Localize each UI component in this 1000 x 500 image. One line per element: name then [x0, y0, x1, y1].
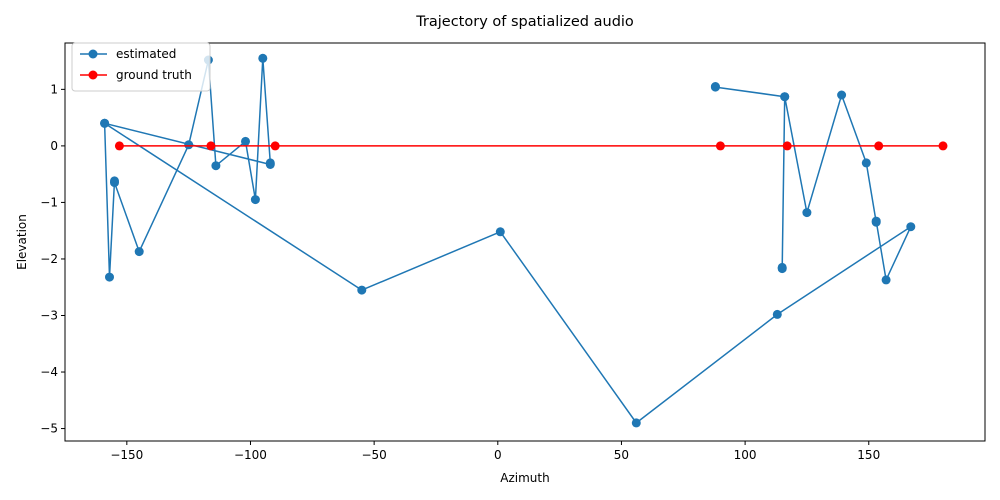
data-point-ground-truth [715, 141, 725, 151]
y-tick-label: −2 [40, 252, 58, 266]
y-tick-label: −3 [40, 308, 58, 322]
y-tick-label: −1 [40, 195, 58, 209]
chart-title: Trajectory of spatialized audio [415, 14, 634, 30]
series-line-estimated [103, 57, 912, 424]
data-point-estimated [241, 136, 250, 146]
data-point-estimated [184, 140, 194, 150]
data-point-estimated [881, 275, 891, 285]
data-point-estimated [211, 161, 221, 171]
x-tick-label: 150 [857, 448, 880, 462]
data-point-estimated [631, 418, 641, 428]
y-tick-label: 0 [50, 139, 58, 153]
y-tick-label: −5 [40, 422, 58, 436]
x-tick-label: 100 [734, 448, 757, 462]
plot-frame [64, 42, 986, 442]
data-point-ground-truth [782, 141, 792, 151]
data-point-estimated [861, 158, 871, 168]
data-point-estimated [100, 118, 110, 128]
data-point-estimated [906, 222, 916, 232]
data-point-estimated [110, 178, 119, 188]
legend-label-estimated: estimated [116, 47, 176, 61]
legend-label-ground-truth: ground truth [116, 68, 192, 82]
x-tick-label: 0 [494, 448, 502, 462]
data-point-ground-truth [874, 141, 884, 151]
data-point-ground-truth [206, 141, 216, 151]
y-tick-label: −4 [40, 365, 58, 379]
x-tick-label: −150 [110, 448, 143, 462]
x-tick-label: −100 [234, 448, 267, 462]
data-point-estimated [772, 309, 782, 319]
data-point-ground-truth [938, 141, 948, 151]
legend-marker-estimated [88, 49, 98, 59]
y-tick-label: 1 [50, 82, 58, 96]
data-point-estimated [134, 247, 144, 257]
data-point-estimated [265, 160, 275, 169]
y-axis-ticks: 1 0 −1 −2 −3 −4 −5 [40, 82, 65, 436]
data-point-ground-truth [114, 141, 124, 151]
plot-area [100, 53, 948, 428]
x-tick-label: −50 [361, 448, 386, 462]
data-point-estimated [777, 262, 787, 272]
data-point-estimated [802, 208, 812, 218]
legend: estimated ground truth [71, 42, 211, 92]
data-point-estimated [495, 227, 505, 237]
data-point-estimated [710, 82, 720, 91]
data-point-ground-truth [270, 141, 280, 151]
x-tick-label: 50 [614, 448, 629, 462]
data-point-estimated [258, 53, 268, 63]
data-point-estimated [837, 90, 847, 100]
legend-marker-ground-truth [88, 70, 98, 80]
x-axis-ticks: −150 −100 −50 0 50 100 150 [110, 441, 880, 462]
data-point-estimated [780, 92, 790, 102]
data-point-estimated [250, 195, 260, 205]
y-axis-title: Elevation [15, 214, 29, 270]
data-point-estimated [357, 285, 367, 295]
x-axis-title: Azimuth [500, 471, 549, 485]
legend-box [71, 42, 211, 92]
data-point-estimated [871, 217, 881, 227]
data-point-estimated [105, 272, 114, 282]
